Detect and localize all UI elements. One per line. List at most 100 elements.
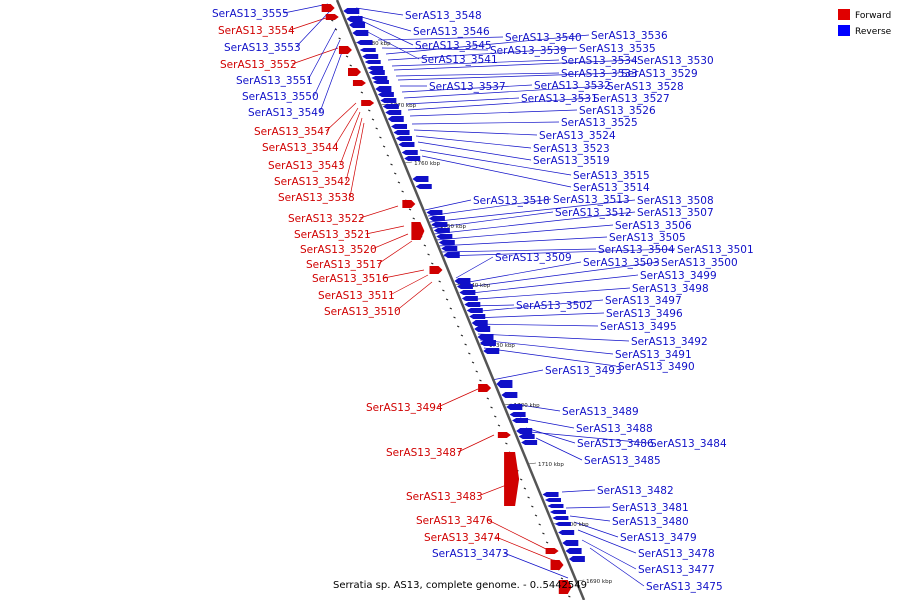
reverse-gene[interactable] xyxy=(466,308,483,313)
gene-label[interactable]: SerAS13_3481 xyxy=(612,502,689,514)
reverse-gene[interactable] xyxy=(412,176,429,182)
reverse-gene[interactable] xyxy=(391,124,408,129)
gene-label[interactable]: SerAS13_3513 xyxy=(553,194,630,206)
reverse-gene[interactable] xyxy=(521,440,538,445)
gene-label[interactable]: SerAS13_3498 xyxy=(632,283,709,295)
reverse-gene[interactable] xyxy=(438,240,455,245)
reverse-gene[interactable] xyxy=(542,492,559,497)
forward-gene[interactable] xyxy=(338,46,352,54)
gene-label[interactable]: SerAS13_3477 xyxy=(638,564,715,576)
forward-gene[interactable] xyxy=(325,14,339,20)
gene-label[interactable]: SerAS13_3520 xyxy=(300,244,377,256)
gene-label[interactable]: SerAS13_3529 xyxy=(621,68,698,80)
gene-label[interactable]: SerAS13_3509 xyxy=(495,252,572,264)
reverse-gene[interactable] xyxy=(375,86,392,92)
reverse-gene[interactable] xyxy=(367,66,384,70)
gene-label[interactable]: SerAS13_3524 xyxy=(539,130,616,142)
gene-label[interactable]: SerAS13_3485 xyxy=(584,455,661,467)
gene-label[interactable]: SerAS13_3511 xyxy=(318,290,395,302)
reverse-gene[interactable] xyxy=(443,252,460,258)
gene-label[interactable]: SerAS13_3505 xyxy=(609,232,686,244)
gene-label[interactable]: SerAS13_3483 xyxy=(406,491,483,503)
forward-gene[interactable] xyxy=(478,384,492,392)
gene-label[interactable]: SerAS13_3478 xyxy=(638,548,715,560)
forward-gene[interactable] xyxy=(550,560,564,570)
gene-label[interactable]: SerAS13_3519 xyxy=(533,155,610,167)
gene-label[interactable]: SerAS13_3476 xyxy=(416,515,493,527)
reverse-gene[interactable] xyxy=(568,556,585,562)
reverse-gene[interactable] xyxy=(518,434,535,439)
gene-label[interactable]: SerAS13_3546 xyxy=(413,26,490,38)
gene-label[interactable]: SerAS13_3521 xyxy=(294,229,371,241)
gene-label[interactable]: SerAS13_3492 xyxy=(631,336,708,348)
reverse-gene[interactable] xyxy=(415,184,432,189)
gene-label[interactable]: SerAS13_3500 xyxy=(661,257,738,269)
forward-gene[interactable] xyxy=(347,68,361,76)
gene-label[interactable]: SerAS13_3517 xyxy=(306,259,383,271)
gene-label[interactable]: SerAS13_3541 xyxy=(421,54,498,66)
reverse-gene[interactable] xyxy=(426,210,443,215)
reverse-gene[interactable] xyxy=(547,504,564,508)
gene-label[interactable]: SerAS13_3508 xyxy=(637,195,714,207)
gene-label[interactable]: SerAS13_3514 xyxy=(573,182,650,194)
gene-label[interactable]: SerAS13_3504 xyxy=(598,244,675,256)
gene-label[interactable]: SerAS13_3531 xyxy=(521,93,598,105)
gene-label[interactable]: SerAS13_3555 xyxy=(212,8,289,20)
gene-label[interactable]: SerAS13_3548 xyxy=(405,10,482,22)
reverse-gene[interactable] xyxy=(549,510,566,514)
gene-label[interactable]: SerAS13_3518 xyxy=(473,195,550,207)
gene-label[interactable]: SerAS13_3542 xyxy=(274,176,351,188)
gene-label[interactable]: SerAS13_3537 xyxy=(429,81,506,93)
gene-label[interactable]: SerAS13_3484 xyxy=(650,438,727,450)
forward-gene[interactable] xyxy=(545,548,559,554)
gene-label[interactable]: SerAS13_3532 xyxy=(534,80,611,92)
reverse-gene[interactable] xyxy=(387,116,404,122)
reverse-gene[interactable] xyxy=(512,418,529,423)
gene-label[interactable]: SerAS13_3512 xyxy=(555,207,632,219)
reverse-gene[interactable] xyxy=(364,60,381,64)
gene-label[interactable]: SerAS13_3527 xyxy=(593,93,670,105)
forward-gene[interactable] xyxy=(558,580,572,594)
reverse-gene[interactable] xyxy=(516,428,533,434)
gene-label[interactable]: SerAS13_3473 xyxy=(432,548,509,560)
reverse-gene[interactable] xyxy=(483,348,500,354)
forward-gene[interactable] xyxy=(429,266,443,274)
gene-label[interactable]: SerAS13_3528 xyxy=(607,81,684,93)
reverse-gene[interactable] xyxy=(554,522,571,526)
gene-label[interactable]: SerAS13_3506 xyxy=(615,220,692,232)
reverse-gene[interactable] xyxy=(398,142,415,147)
reverse-gene[interactable] xyxy=(349,22,366,28)
forward-gene[interactable] xyxy=(352,80,366,86)
reverse-gene[interactable] xyxy=(371,76,388,80)
reverse-gene[interactable] xyxy=(496,380,513,388)
reverse-gene[interactable] xyxy=(477,334,494,340)
gene-label[interactable]: SerAS13_3480 xyxy=(612,516,689,528)
forward-gene[interactable] xyxy=(411,222,425,240)
gene-label[interactable]: SerAS13_3510 xyxy=(324,306,401,318)
gene-label[interactable]: SerAS13_3493 xyxy=(545,365,622,377)
reverse-gene[interactable] xyxy=(552,516,569,520)
reverse-gene[interactable] xyxy=(404,156,421,161)
gene-label[interactable]: SerAS13_3552 xyxy=(220,59,297,71)
gene-label[interactable]: SerAS13_3539 xyxy=(490,45,567,57)
gene-label[interactable]: SerAS13_3475 xyxy=(646,581,723,593)
gene-label[interactable]: SerAS13_3495 xyxy=(600,321,677,333)
gene-label[interactable]: SerAS13_3522 xyxy=(288,213,365,225)
gene-label[interactable]: SerAS13_3494 xyxy=(366,402,443,414)
gene-label[interactable]: SerAS13_3549 xyxy=(248,107,325,119)
reverse-gene[interactable] xyxy=(506,404,523,410)
reverse-gene[interactable] xyxy=(456,284,473,289)
reverse-gene[interactable] xyxy=(352,30,369,36)
gene-label[interactable]: SerAS13_3474 xyxy=(424,532,501,544)
reverse-gene[interactable] xyxy=(474,326,491,332)
reverse-gene[interactable] xyxy=(401,150,418,155)
reverse-gene[interactable] xyxy=(558,530,575,535)
reverse-gene[interactable] xyxy=(501,392,518,398)
gene-label[interactable]: SerAS13_3530 xyxy=(637,55,714,67)
gene-label[interactable]: SerAS13_3488 xyxy=(576,423,653,435)
gene-label[interactable]: SerAS13_3489 xyxy=(562,406,639,418)
reverse-gene[interactable] xyxy=(395,136,412,141)
reverse-gene[interactable] xyxy=(441,246,458,251)
gene-label[interactable]: SerAS13_3553 xyxy=(224,42,301,54)
gene-label[interactable]: SerAS13_3490 xyxy=(618,361,695,373)
